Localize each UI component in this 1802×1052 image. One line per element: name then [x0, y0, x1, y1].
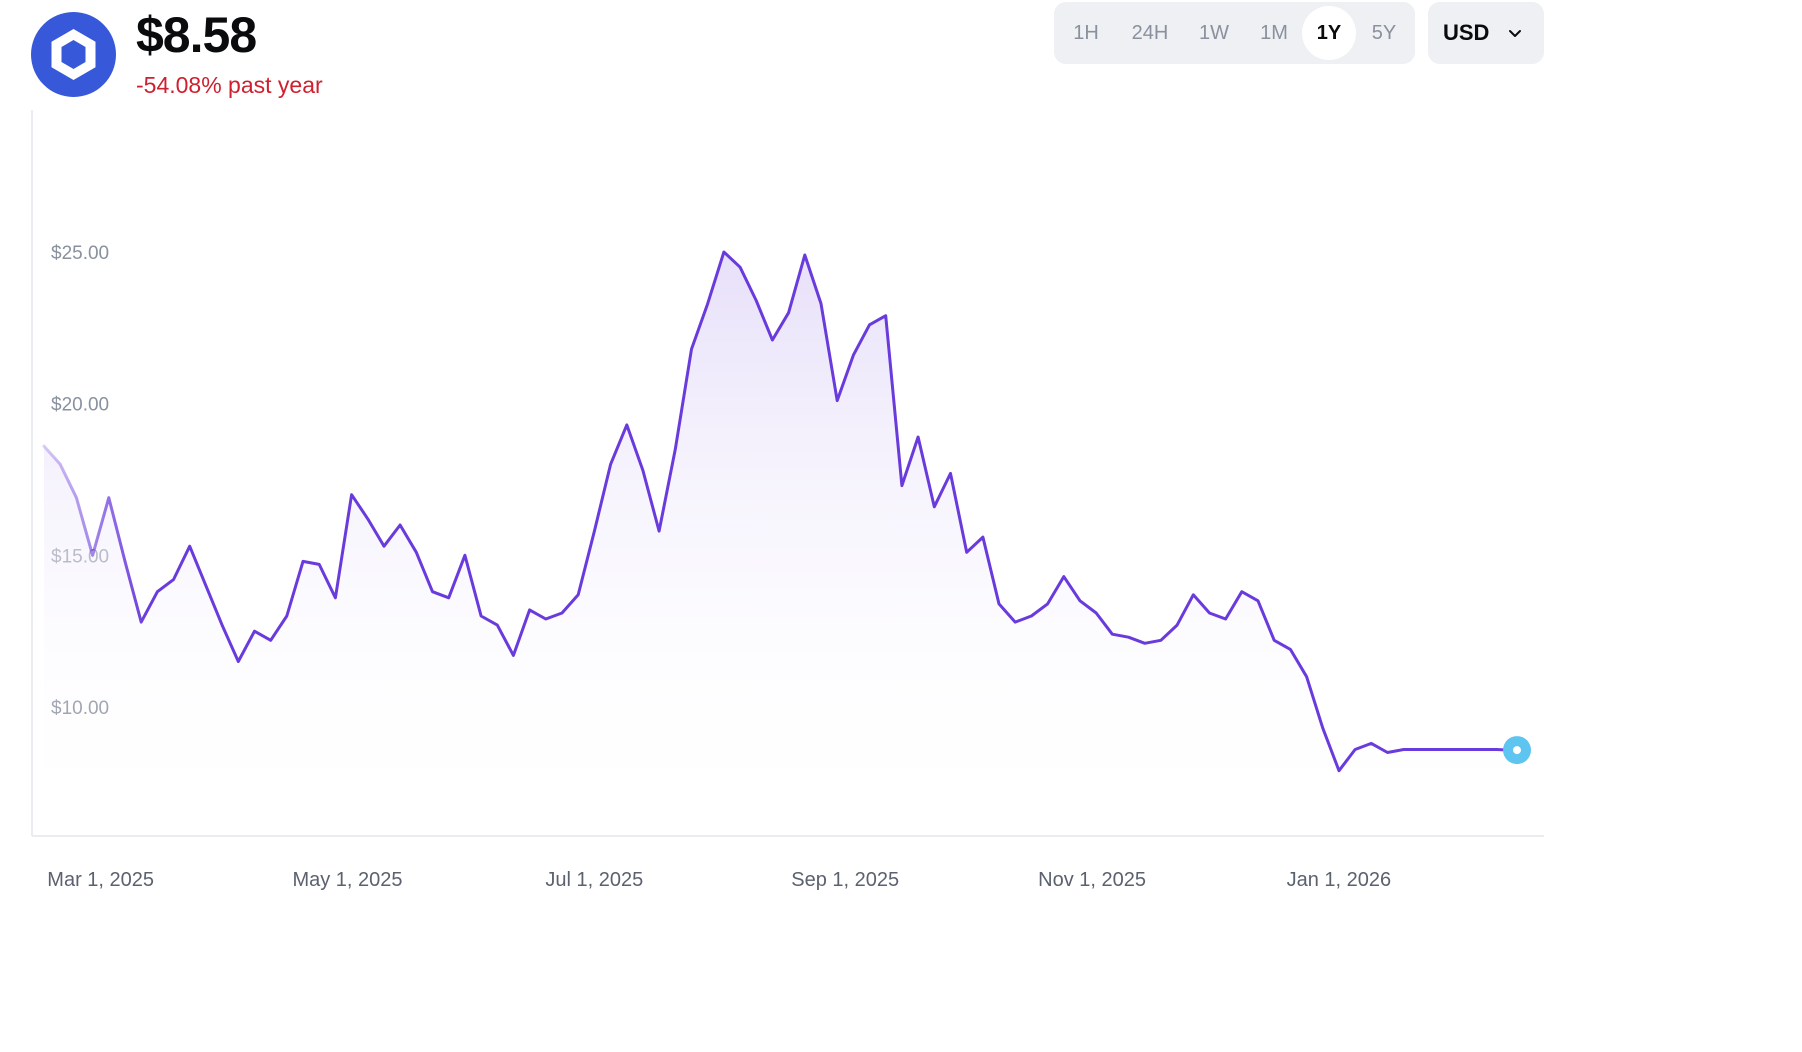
time-range-selector: 1H 24H 1W 1M 1Y 5Y: [1054, 2, 1415, 64]
price-change-past-year: -54.08% past year: [136, 72, 323, 98]
x-tick-label: Nov 1, 2025: [1038, 869, 1146, 891]
x-tick-label: Sep 1, 2025: [791, 869, 899, 891]
range-button-24h[interactable]: 24H: [1131, 22, 1169, 44]
x-tick-label: Jul 1, 2025: [545, 869, 643, 891]
current-price-marker-center: [1513, 746, 1521, 755]
current-price: $8.58: [136, 7, 257, 63]
chevron-down-icon: [1509, 30, 1521, 37]
x-tick-label: Mar 1, 2025: [47, 869, 154, 891]
currency-dropdown[interactable]: USD: [1428, 2, 1544, 64]
price-line: [42, 250, 1511, 773]
x-tick-label: Jan 1, 2026: [1287, 869, 1392, 891]
range-button-1w[interactable]: 1W: [1199, 22, 1229, 44]
y-tick-label: $20.00: [51, 395, 109, 416]
y-tick-label: $25.00: [51, 243, 109, 264]
price-area-fill: [44, 252, 1509, 836]
range-button-1y[interactable]: 1Y: [1302, 6, 1356, 60]
x-tick-label: May 1, 2025: [292, 869, 402, 891]
range-button-1m[interactable]: 1M: [1260, 22, 1288, 44]
chainlink-hexagon-icon: [31, 12, 116, 97]
currency-label: USD: [1443, 20, 1490, 45]
range-button-1h[interactable]: 1H: [1073, 22, 1099, 44]
range-button-5y[interactable]: 5Y: [1371, 22, 1397, 44]
